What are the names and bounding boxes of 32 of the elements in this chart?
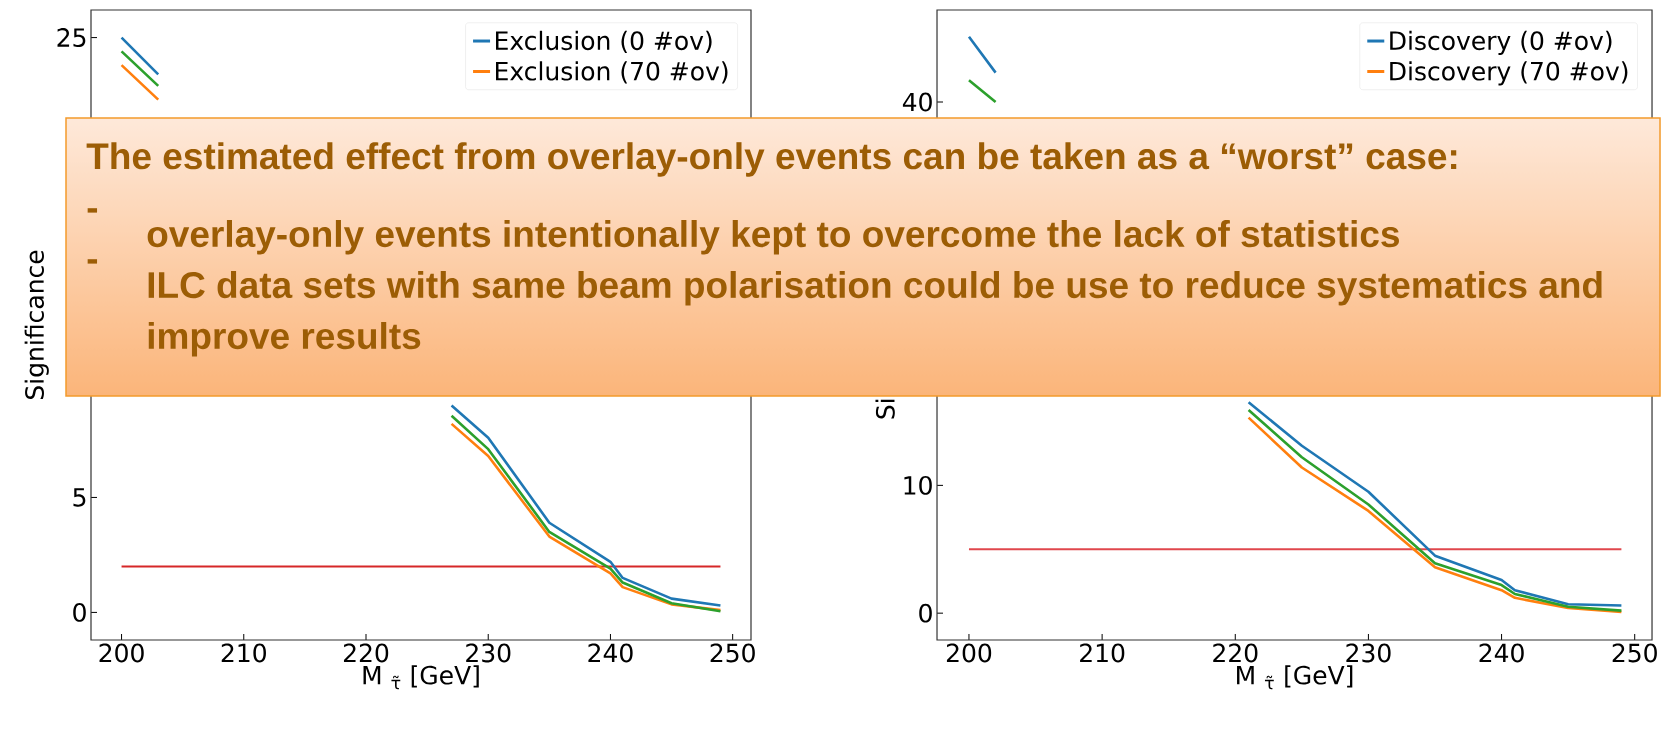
x-axis-title: M $_{τ̃}$ [GeV] <box>363 665 479 690</box>
y-tick-label: 40 <box>902 92 932 112</box>
y-tick-label: 0 <box>73 602 86 622</box>
annotation: - <box>87 259 98 264</box>
legend-label: Discovery (0 #ov) <box>1390 30 1612 55</box>
x-tick-label: 210 <box>221 643 266 663</box>
x-tick-label: 200 <box>946 643 992 663</box>
y-axis-title: Significance <box>24 250 49 399</box>
y-tick-label: 10 <box>904 475 932 495</box>
annotation: overlay-only events intentionally kept to overcome the lack of statistics <box>147 220 1399 255</box>
y-tick-label: 5 <box>73 488 86 507</box>
x-tick-label: 210 <box>1080 643 1125 663</box>
x-tick-label: 240 <box>588 643 633 663</box>
y-axis-title: Si <box>875 399 895 419</box>
legend-label: Exclusion (0 #ov) <box>496 30 712 54</box>
y-tick-label: 0 <box>919 603 932 623</box>
x-tick-label: 240 <box>1479 643 1524 663</box>
legend-label: Exclusion (70 #ov) <box>496 61 728 84</box>
x-tick-label: 250 <box>1612 643 1657 663</box>
annotation: ILC data sets with same beam polarisation could be use to reduce systematics and improve results <box>148 271 1602 357</box>
x-axis-title: M $_{τ̃}$ [GeV] <box>1237 665 1353 690</box>
x-tick-label: 220 <box>343 643 389 663</box>
annotation: - <box>87 208 98 213</box>
legend-label: Discovery (70 #ov) <box>1390 61 1628 86</box>
x-tick-label: 230 <box>466 643 511 663</box>
y-tick-label: 25 <box>57 28 86 48</box>
x-tick-label: 230 <box>1346 643 1391 663</box>
x-tick-label: 250 <box>710 643 755 663</box>
x-tick-label: 220 <box>1213 643 1258 663</box>
line-series <box>1247 416 1623 614</box>
annotation: The estimated effect from overlay-only events can be taken as a “worst” case: <box>86 142 1457 177</box>
x-tick-label: 200 <box>99 643 144 663</box>
